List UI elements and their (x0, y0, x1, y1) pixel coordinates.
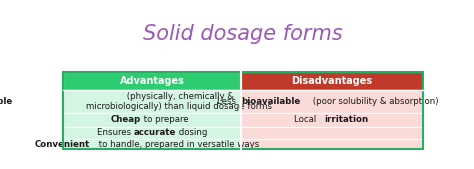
Text: Advantages: Advantages (119, 76, 184, 86)
Text: Disadvantages: Disadvantages (292, 76, 373, 86)
Text: dosing: dosing (176, 128, 207, 137)
Text: bioavailable: bioavailable (241, 97, 300, 106)
Bar (241, 72, 423, 90)
Bar (63, 139, 241, 150)
Text: Ensures: Ensures (97, 128, 133, 137)
Text: (poor solubility & absorption): (poor solubility & absorption) (310, 97, 439, 106)
Bar (241, 113, 423, 127)
Text: irritation: irritation (324, 115, 368, 124)
Bar (63, 113, 241, 127)
Text: Convenient: Convenient (35, 140, 90, 149)
Text: Less: Less (217, 97, 239, 106)
Text: to handle, prepared in versatile ways: to handle, prepared in versatile ways (96, 140, 259, 149)
Bar (241, 90, 423, 113)
Bar (63, 127, 241, 139)
Bar (63, 90, 241, 113)
Bar (63, 72, 241, 90)
Text: stable: stable (0, 97, 13, 106)
Text: (physically, chemically &
microbiologically) than liquid dosage forms: (physically, chemically & microbiologica… (86, 92, 272, 111)
Bar (241, 127, 423, 139)
Text: accurate: accurate (133, 128, 175, 137)
Bar (63, 72, 423, 149)
Bar (241, 139, 423, 150)
Text: Solid dosage forms: Solid dosage forms (143, 24, 343, 44)
Text: Cheap: Cheap (111, 115, 141, 124)
Text: Local: Local (294, 115, 319, 124)
Text: to prepare: to prepare (141, 115, 189, 124)
